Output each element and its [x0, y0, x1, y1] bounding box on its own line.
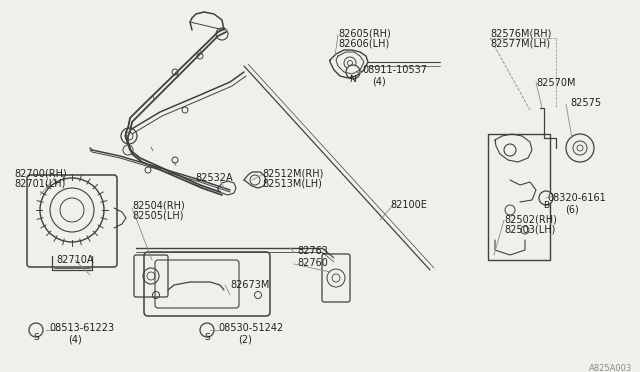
Text: 82700(RH): 82700(RH) — [14, 168, 67, 178]
Text: 82701(LH): 82701(LH) — [14, 178, 65, 188]
Text: 82504(RH): 82504(RH) — [132, 200, 185, 210]
Text: 82100E: 82100E — [390, 200, 427, 210]
Circle shape — [200, 323, 214, 337]
Text: (2): (2) — [238, 335, 252, 345]
Text: 82605(RH): 82605(RH) — [338, 28, 391, 38]
Text: 82502(RH): 82502(RH) — [504, 215, 557, 225]
Text: 82512M(RH): 82512M(RH) — [262, 168, 323, 178]
Text: 82503(LH): 82503(LH) — [504, 225, 556, 235]
Text: 82760: 82760 — [297, 258, 328, 268]
Text: 08513-61223: 08513-61223 — [49, 323, 114, 333]
Text: N: N — [349, 76, 356, 84]
Text: 82532A: 82532A — [195, 173, 232, 183]
Text: 82505(LH): 82505(LH) — [132, 210, 184, 220]
Text: 82763: 82763 — [297, 246, 328, 256]
Text: 82513M(LH): 82513M(LH) — [262, 178, 322, 188]
Text: 82710A: 82710A — [56, 255, 93, 265]
Text: (4): (4) — [372, 77, 386, 87]
Text: 82570M: 82570M — [536, 78, 575, 88]
Text: 82576M(RH): 82576M(RH) — [490, 28, 552, 38]
Circle shape — [539, 191, 553, 205]
Text: 08911-10537: 08911-10537 — [362, 65, 427, 75]
Text: S: S — [33, 334, 39, 343]
Text: 82575: 82575 — [570, 98, 601, 108]
Text: B: B — [543, 202, 549, 211]
Text: (4): (4) — [68, 335, 82, 345]
Text: S: S — [204, 334, 210, 343]
Text: 82577M(LH): 82577M(LH) — [490, 38, 550, 48]
Text: (6): (6) — [565, 205, 579, 215]
Circle shape — [29, 323, 43, 337]
Text: 08320-6161: 08320-6161 — [547, 193, 605, 203]
Text: 08530-51242: 08530-51242 — [218, 323, 284, 333]
Bar — [488, 134, 550, 260]
Text: 82606(LH): 82606(LH) — [338, 38, 389, 48]
Circle shape — [346, 65, 360, 79]
Text: 82673M: 82673M — [230, 280, 269, 290]
Text: A825A003: A825A003 — [589, 364, 632, 372]
